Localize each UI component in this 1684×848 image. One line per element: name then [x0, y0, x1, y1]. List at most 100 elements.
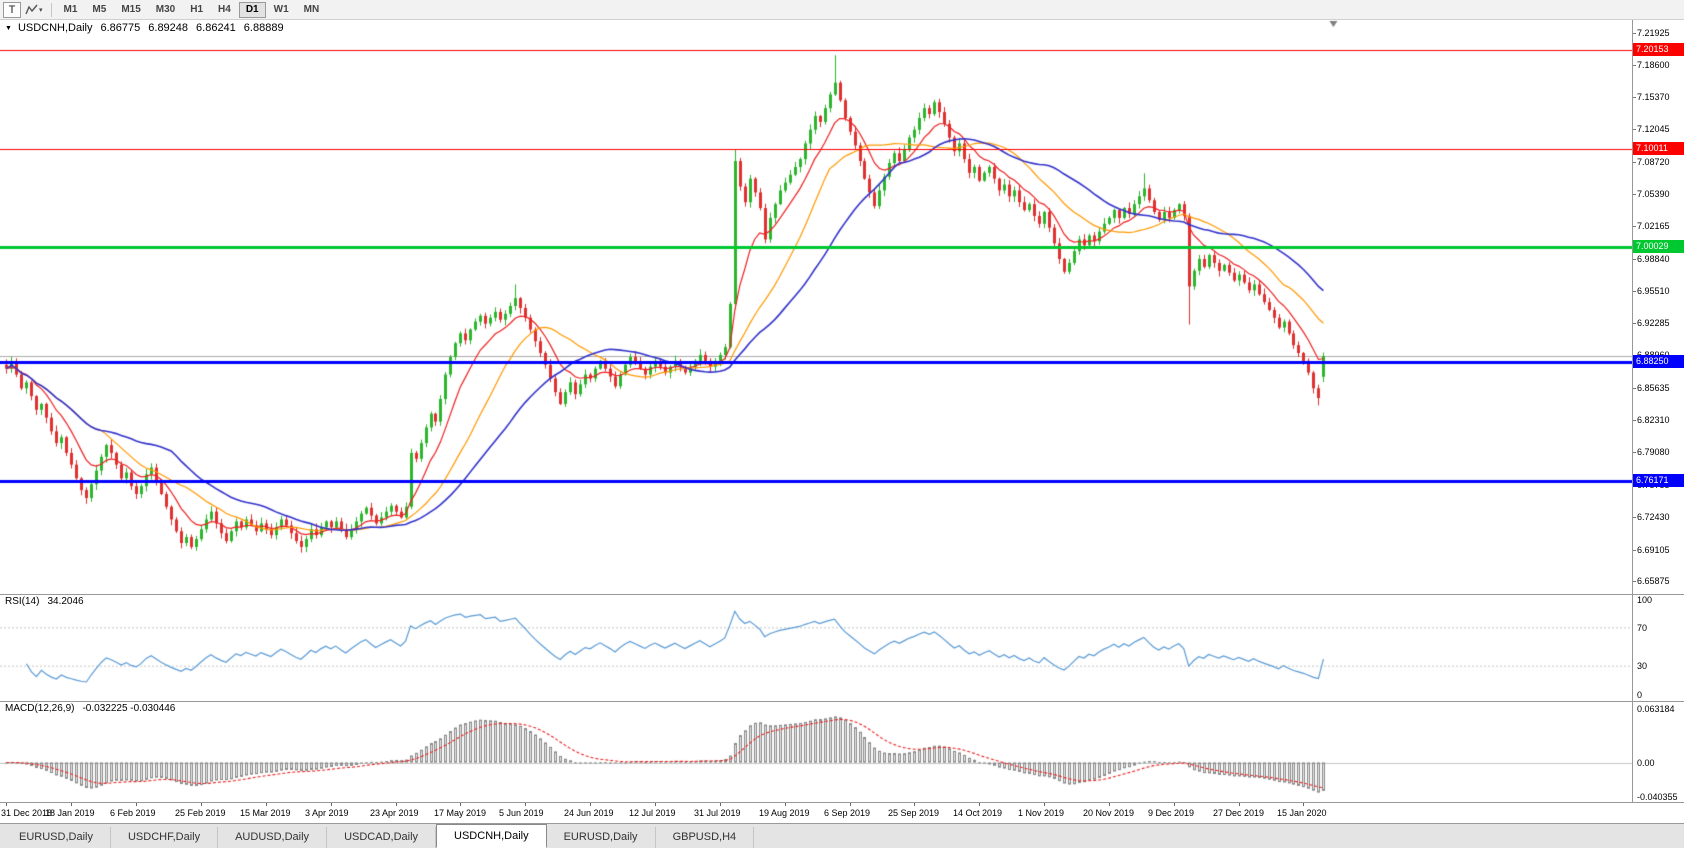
time-axis-tick — [850, 803, 851, 806]
date-label: 24 Jun 2019 — [564, 808, 614, 818]
price-tick-label: 6.98840 — [1637, 254, 1670, 264]
date-label: 6 Feb 2019 — [110, 808, 156, 818]
time-axis[interactable]: 31 Dec 2018 18 Jan 2019 6 Feb 2019 25 Feb 2… — [0, 803, 1684, 823]
price-tick-label: 6.69105 — [1637, 545, 1670, 555]
rsi-tick-label: 30 — [1637, 661, 1648, 672]
price-axis-tick — [1633, 291, 1636, 292]
date-label: 18 Jan 2019 — [45, 808, 95, 818]
time-axis-tick — [460, 803, 461, 806]
time-axis-tick — [525, 803, 526, 806]
date-label: 1 Nov 2019 — [1018, 808, 1065, 818]
time-axis-tick — [71, 803, 72, 806]
rsi-tick-label: 0 — [1637, 690, 1643, 700]
timeframe-button-w1[interactable]: W1 — [267, 2, 296, 18]
time-axis-tick — [1109, 803, 1110, 806]
date-label: 5 Jun 2019 — [499, 808, 544, 818]
timeframe-button-d1[interactable]: D1 — [238, 1, 266, 18]
price-tick-label: 7.15370 — [1637, 92, 1670, 102]
timeframe-button-m5[interactable]: M5 — [85, 2, 113, 18]
time-axis-tick — [1303, 803, 1304, 806]
hline-price-badge: 6.76171 — [1633, 474, 1684, 487]
price-axis-tick — [1633, 129, 1636, 130]
macd-tick-label: 0.063184 — [1637, 704, 1675, 715]
date-label: 3 Apr 2019 — [305, 808, 349, 818]
date-label: 20 Nov 2019 — [1083, 808, 1135, 818]
price-panel: ▼ USDCNH,Daily 6.86775 6.89248 6.86241 6… — [0, 20, 1684, 594]
time-axis-tick — [979, 803, 980, 806]
date-label: 17 May 2019 — [434, 808, 487, 818]
time-axis-tick — [331, 803, 332, 806]
time-axis-tick — [720, 803, 721, 806]
chart-tab-usdchf-daily[interactable]: USDCHF,Daily — [111, 827, 219, 848]
price-axis-tick — [1633, 259, 1636, 260]
price-axis-tick — [1633, 97, 1636, 98]
date-label: 14 Oct 2019 — [953, 808, 1003, 818]
date-label: 31 Jul 2019 — [694, 808, 741, 818]
time-axis-tick — [6, 803, 7, 806]
date-label: 12 Jul 2019 — [629, 808, 676, 818]
date-label: 27 Dec 2019 — [1213, 808, 1265, 818]
chart-tab-eurusd-daily[interactable]: EURUSD,Daily — [547, 827, 656, 848]
hline-price-badge: 7.20153 — [1633, 43, 1684, 56]
price-tick-label: 6.92285 — [1637, 318, 1670, 328]
macd-panel: MACD(12,26,9) -0.032225 -0.030446 0.0631… — [0, 702, 1684, 802]
rsi-tick-label: 70 — [1637, 622, 1648, 633]
price-axis[interactable]: 7.21925 7.18600 7.15370 7.12045 7.08720 7.053… — [1632, 20, 1684, 594]
timeframe-button-m30[interactable]: M30 — [149, 2, 182, 18]
chart-tab-eurusd-daily[interactable]: EURUSD,Daily — [2, 827, 111, 848]
timeframe-button-h1[interactable]: H1 — [183, 2, 210, 18]
macd-axis[interactable]: 0.063184 0.00 -0.040355 — [1632, 702, 1684, 802]
price-axis-tick — [1633, 388, 1636, 389]
price-tick-label: 6.79080 — [1637, 447, 1670, 457]
time-axis-tick — [201, 803, 202, 806]
timeframe-button-mn[interactable]: MN — [297, 2, 327, 18]
hline-price-badge: 6.88250 — [1633, 355, 1684, 368]
chart-tab-bar: EURUSD,Daily USDCHF,Daily AUDUSD,Daily USDC… — [0, 823, 1684, 848]
price-chart-canvas[interactable] — [0, 20, 1632, 594]
toolbar: T ▾ M1 M5 M15 M30 H1 H4 D1 W1 MN — [0, 0, 1684, 20]
chart-tab-gbpusd-h4[interactable]: GBPUSD,H4 — [656, 827, 755, 848]
date-label: 19 Aug 2019 — [759, 808, 810, 818]
time-axis-tick — [590, 803, 591, 806]
price-axis-tick — [1633, 517, 1636, 518]
macd-chart-canvas[interactable] — [0, 702, 1632, 802]
toolbar-separator — [50, 2, 52, 17]
price-tick-label: 6.95510 — [1637, 286, 1670, 296]
price-axis-tick — [1633, 33, 1636, 34]
price-axis-tick — [1633, 226, 1636, 227]
timeframe-button-m15[interactable]: M15 — [114, 2, 147, 18]
date-label: 9 Dec 2019 — [1148, 808, 1195, 818]
date-label: 25 Sep 2019 — [888, 808, 940, 818]
date-label: 31 Dec 2018 — [1, 808, 53, 818]
price-tick-label: 7.02165 — [1637, 221, 1670, 231]
price-tick-label: 6.82310 — [1637, 415, 1670, 425]
polyline-tool-icon — [25, 4, 38, 15]
time-axis-tick — [1044, 803, 1045, 806]
price-tick-label: 7.21925 — [1637, 28, 1670, 38]
price-axis-tick — [1633, 194, 1636, 195]
chart-tab-audusd-daily[interactable]: AUDUSD,Daily — [218, 827, 328, 848]
price-axis-tick — [1633, 550, 1636, 551]
price-axis-tick — [1633, 65, 1636, 66]
timeframe-button-h4[interactable]: H4 — [211, 2, 238, 18]
price-tick-label: 6.72430 — [1637, 512, 1670, 522]
date-label: 23 Apr 2019 — [370, 808, 419, 818]
panel-separator[interactable] — [0, 802, 1684, 803]
panel-separator[interactable] — [0, 701, 1684, 702]
drawing-tool-button[interactable]: ▾ — [22, 2, 46, 18]
rsi-panel: RSI(14) 34.2046 100 70 30 0 — [0, 595, 1684, 701]
chart-tab-usdcnh-daily[interactable]: USDCNH,Daily — [436, 824, 547, 848]
date-label: 6 Sep 2019 — [824, 808, 871, 818]
price-tick-label: 7.18600 — [1637, 60, 1670, 70]
rsi-axis[interactable]: 100 70 30 0 — [1632, 595, 1684, 701]
time-axis-tick — [136, 803, 137, 806]
price-tick-label: 6.85635 — [1637, 383, 1670, 393]
date-label: 15 Mar 2019 — [240, 808, 291, 818]
panel-separator[interactable] — [0, 594, 1684, 595]
chart-tab-usdcad-daily[interactable]: USDCAD,Daily — [327, 827, 437, 848]
text-tool-button[interactable]: T — [3, 1, 21, 18]
rsi-tick-label: 100 — [1637, 595, 1653, 605]
rsi-chart-canvas[interactable] — [0, 595, 1632, 701]
timeframe-button-m1[interactable]: M1 — [57, 2, 85, 18]
